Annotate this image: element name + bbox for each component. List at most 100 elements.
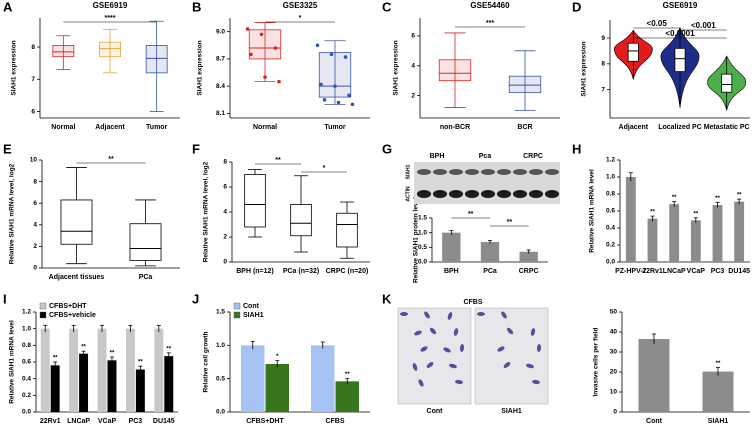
blot-band	[465, 169, 479, 175]
blot-band	[497, 190, 511, 198]
cell	[426, 362, 434, 368]
cell	[443, 347, 451, 353]
significance: **	[650, 210, 655, 216]
x-tick-label: Adjacent	[95, 124, 125, 131]
bar	[125, 328, 135, 412]
cell	[449, 363, 457, 369]
x-tick-label: DU145	[153, 418, 175, 425]
y-tick-label: 8	[33, 178, 37, 185]
bar	[480, 242, 500, 262]
data-point	[245, 27, 250, 31]
chart-title: GSE3325	[283, 1, 318, 10]
y-tick-label: 1.2	[606, 157, 615, 164]
cell	[455, 379, 463, 385]
legend-label: Cont	[243, 303, 260, 310]
y-axis-label: Relative SIAH1 mRNA level, log2	[9, 163, 16, 264]
image-title: CFBS	[463, 299, 482, 306]
y-tick-label: 0.4	[606, 225, 615, 232]
bar	[241, 345, 265, 412]
box	[674, 47, 686, 72]
bar	[638, 339, 670, 412]
cell	[453, 328, 459, 336]
cell	[530, 328, 536, 336]
x-tick-label: Cont	[646, 418, 663, 425]
y-axis-label: SIAH1 expression	[11, 40, 18, 95]
panel-letter: E	[3, 141, 12, 156]
bar	[97, 328, 107, 412]
data-point	[347, 93, 351, 98]
y-tick-label: 4	[411, 62, 415, 69]
y-tick-label: 7	[601, 86, 605, 93]
data-point	[343, 55, 348, 59]
box	[244, 174, 266, 228]
significance: <0.05	[647, 19, 668, 28]
cell	[506, 327, 514, 335]
blot-band	[529, 169, 543, 175]
image-label: Cont	[427, 408, 444, 415]
micrograph	[397, 307, 472, 405]
x-tick-label: CRPC	[519, 268, 539, 275]
chart-title: GSE54460	[470, 1, 510, 10]
y-axis-label: Relative SIAH1 mRNA level	[9, 320, 16, 404]
bar	[69, 328, 79, 412]
significance: **	[166, 346, 171, 352]
bar	[335, 381, 359, 412]
blot-lane-label: Pca	[479, 153, 492, 160]
significance: ****	[105, 15, 116, 22]
cell	[497, 346, 505, 352]
y-tick-label: 8.4	[216, 83, 225, 90]
blot-band	[417, 190, 431, 198]
box	[99, 41, 121, 58]
blot-band	[433, 169, 447, 175]
significance: **	[275, 157, 281, 164]
y-tick-label: 10	[30, 157, 38, 164]
y-tick-label: 2	[411, 92, 415, 99]
cell	[503, 362, 511, 368]
box	[508, 75, 542, 94]
x-tick-label: 22Rv1	[40, 418, 61, 425]
box	[318, 52, 352, 98]
blot-band	[449, 190, 463, 198]
bar	[625, 177, 636, 262]
data-point	[263, 75, 267, 79]
y-tick-label: 2	[223, 234, 227, 241]
y-tick-label: 50	[610, 309, 618, 316]
box	[721, 73, 733, 93]
legend-swatch	[233, 311, 241, 319]
y-tick-label: 1.5	[216, 309, 225, 316]
y-tick-label: 8	[223, 159, 227, 166]
x-tick-label: LNCaP	[663, 268, 686, 275]
bar	[702, 371, 734, 412]
x-tick-label: Adjacent tissues	[49, 274, 105, 281]
x-tick-label: PCa	[139, 274, 153, 281]
x-tick-label: Localized PC	[658, 124, 702, 131]
x-tick-label: CRPC (n=20)	[326, 268, 369, 275]
x-tick-label: Adjacent	[619, 124, 649, 131]
y-axis-label: Relative SIAH1 mRNA level	[589, 169, 596, 253]
y-tick-label: 1.0	[418, 229, 427, 236]
data-point	[259, 32, 264, 37]
blot-band-label: ACTIN	[405, 186, 411, 202]
data-point	[315, 43, 320, 48]
micrograph	[474, 307, 549, 405]
y-tick-label: 6	[223, 184, 227, 191]
bar	[135, 369, 145, 412]
data-point	[319, 82, 323, 87]
significance: *	[299, 15, 302, 22]
significance: **	[716, 361, 721, 367]
x-tick-label: Normal	[51, 124, 75, 131]
cell	[429, 327, 437, 335]
significance: **	[53, 356, 58, 362]
data-point	[336, 100, 341, 105]
data-point	[322, 98, 327, 102]
y-tick-label: 0.8	[606, 191, 615, 198]
box	[145, 45, 168, 74]
panel-letter: I	[3, 291, 7, 306]
significance: **	[345, 372, 350, 378]
cell	[400, 312, 408, 316]
panel-letter: H	[572, 141, 581, 156]
significance: *	[323, 165, 326, 172]
legend-swatch	[39, 311, 47, 319]
y-tick-label: 0.8	[22, 342, 31, 349]
